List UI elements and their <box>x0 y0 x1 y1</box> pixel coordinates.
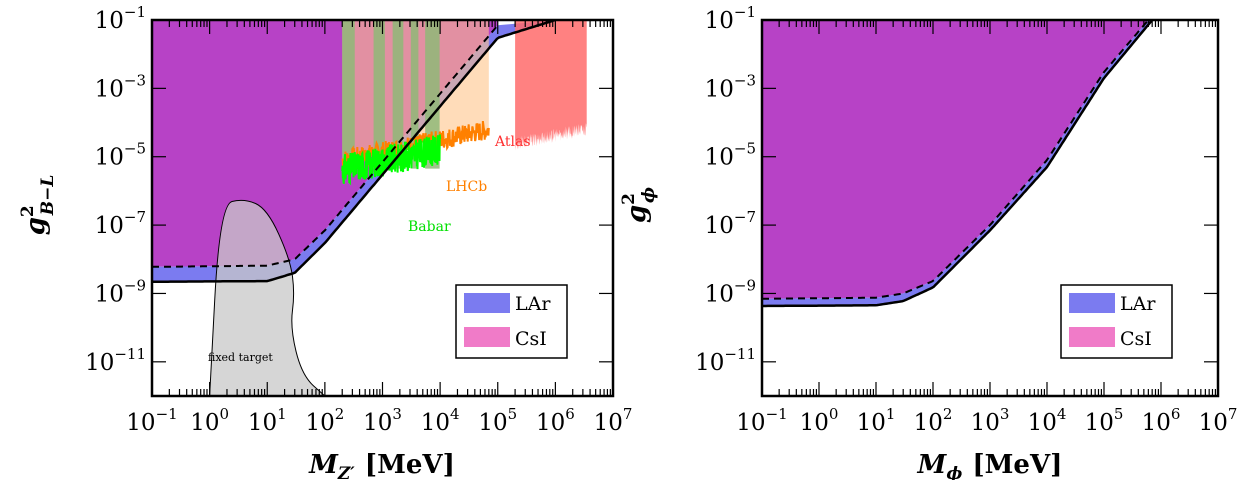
fixed-target-region <box>209 199 326 396</box>
x-tick-label: 106 <box>1142 405 1181 436</box>
tick-labels: 10−1 100 101 102 103 104 105 106 107 10−1 10−3 10−5… <box>695 3 1237 436</box>
plot-frame <box>760 18 1220 398</box>
y-tick-label: 10−5 <box>705 140 756 171</box>
y-tick-label: 10−7 <box>705 208 756 239</box>
lar-curve <box>762 20 1154 308</box>
y-axis-title: g2B−L <box>18 175 58 236</box>
x-tick-label: 106 <box>536 405 575 436</box>
x-tick-label: 102 <box>914 405 953 436</box>
left-panel: 10−1 100 101 102 103 104 105 106 107 10−1 10−3 10−5… <box>18 3 632 480</box>
legend-label-csi: CsI <box>515 328 547 350</box>
excluded-region <box>762 20 1149 299</box>
legend-swatch-csi <box>464 327 510 347</box>
legend-label-lar: LAr <box>1120 293 1156 315</box>
atlas-region <box>515 20 587 151</box>
y-tick-label: 10−5 <box>95 140 146 171</box>
x-tick-label: 105 <box>1085 405 1124 436</box>
x-tick-label: 101 <box>248 405 287 436</box>
csi-curve <box>152 24 499 268</box>
y-tick-label: 10−3 <box>95 71 146 102</box>
y-tick-label: 10−9 <box>705 276 756 307</box>
babar-bands <box>342 20 440 169</box>
tick-labels: 10−1 100 101 102 103 104 105 106 107 10−1 10−3 10−5… <box>85 3 632 436</box>
legend-swatch-lar <box>1069 293 1115 313</box>
lar-curve <box>152 20 556 283</box>
x-tick-label: 10−1 <box>126 405 177 436</box>
x-tick-label: 105 <box>478 405 517 436</box>
legend-swatch-lar <box>464 293 510 313</box>
x-tick-label: 107 <box>594 405 633 436</box>
y-tick-label: 10−3 <box>705 71 756 102</box>
right-panel: 10−1 100 101 102 103 104 105 106 107 10−1 10−3 10−5… <box>619 3 1237 480</box>
x-tick-label: 102 <box>305 405 344 436</box>
legend-label-csi: CsI <box>1120 328 1152 350</box>
plot-frame <box>150 18 615 398</box>
x-tick-label: 100 <box>190 405 229 436</box>
babar-label: Babar <box>408 219 451 235</box>
x-axis-title: MZ′ [MeV] <box>308 450 455 480</box>
x-tick-label: 101 <box>857 405 896 436</box>
y-tick-label: 10−7 <box>95 208 146 239</box>
x-tick-label: 104 <box>421 405 460 436</box>
y-tick-label: 10−11 <box>695 345 756 376</box>
lhcb-label: LHCb <box>446 179 487 195</box>
x-tick-label: 103 <box>363 405 402 436</box>
x-tick-label: 107 <box>1199 405 1238 436</box>
y-tick-label: 10−9 <box>95 276 146 307</box>
legend: LAr CsI <box>1060 284 1173 359</box>
x-tick-label: 10−1 <box>736 405 787 436</box>
y-tick-label: 10−1 <box>705 3 756 34</box>
legend: LAr CsI <box>455 284 568 359</box>
babar-curve <box>341 134 442 186</box>
legend-swatch-csi <box>1069 327 1115 347</box>
x-axis-title: Mϕ [MeV] <box>917 450 1063 480</box>
atlas-label: Atlas <box>494 134 531 150</box>
fixed-target-label: fixed target <box>208 351 273 364</box>
legend-label-lar: LAr <box>515 293 551 315</box>
x-tick-label: 104 <box>1028 405 1067 436</box>
csi-curve <box>762 20 1150 300</box>
x-tick-label: 103 <box>971 405 1010 436</box>
y-tick-label: 10−1 <box>95 3 146 34</box>
y-tick-label: 10−11 <box>85 345 146 376</box>
y-axis-title: g2ϕ <box>619 187 659 223</box>
x-tick-label: 100 <box>800 405 839 436</box>
